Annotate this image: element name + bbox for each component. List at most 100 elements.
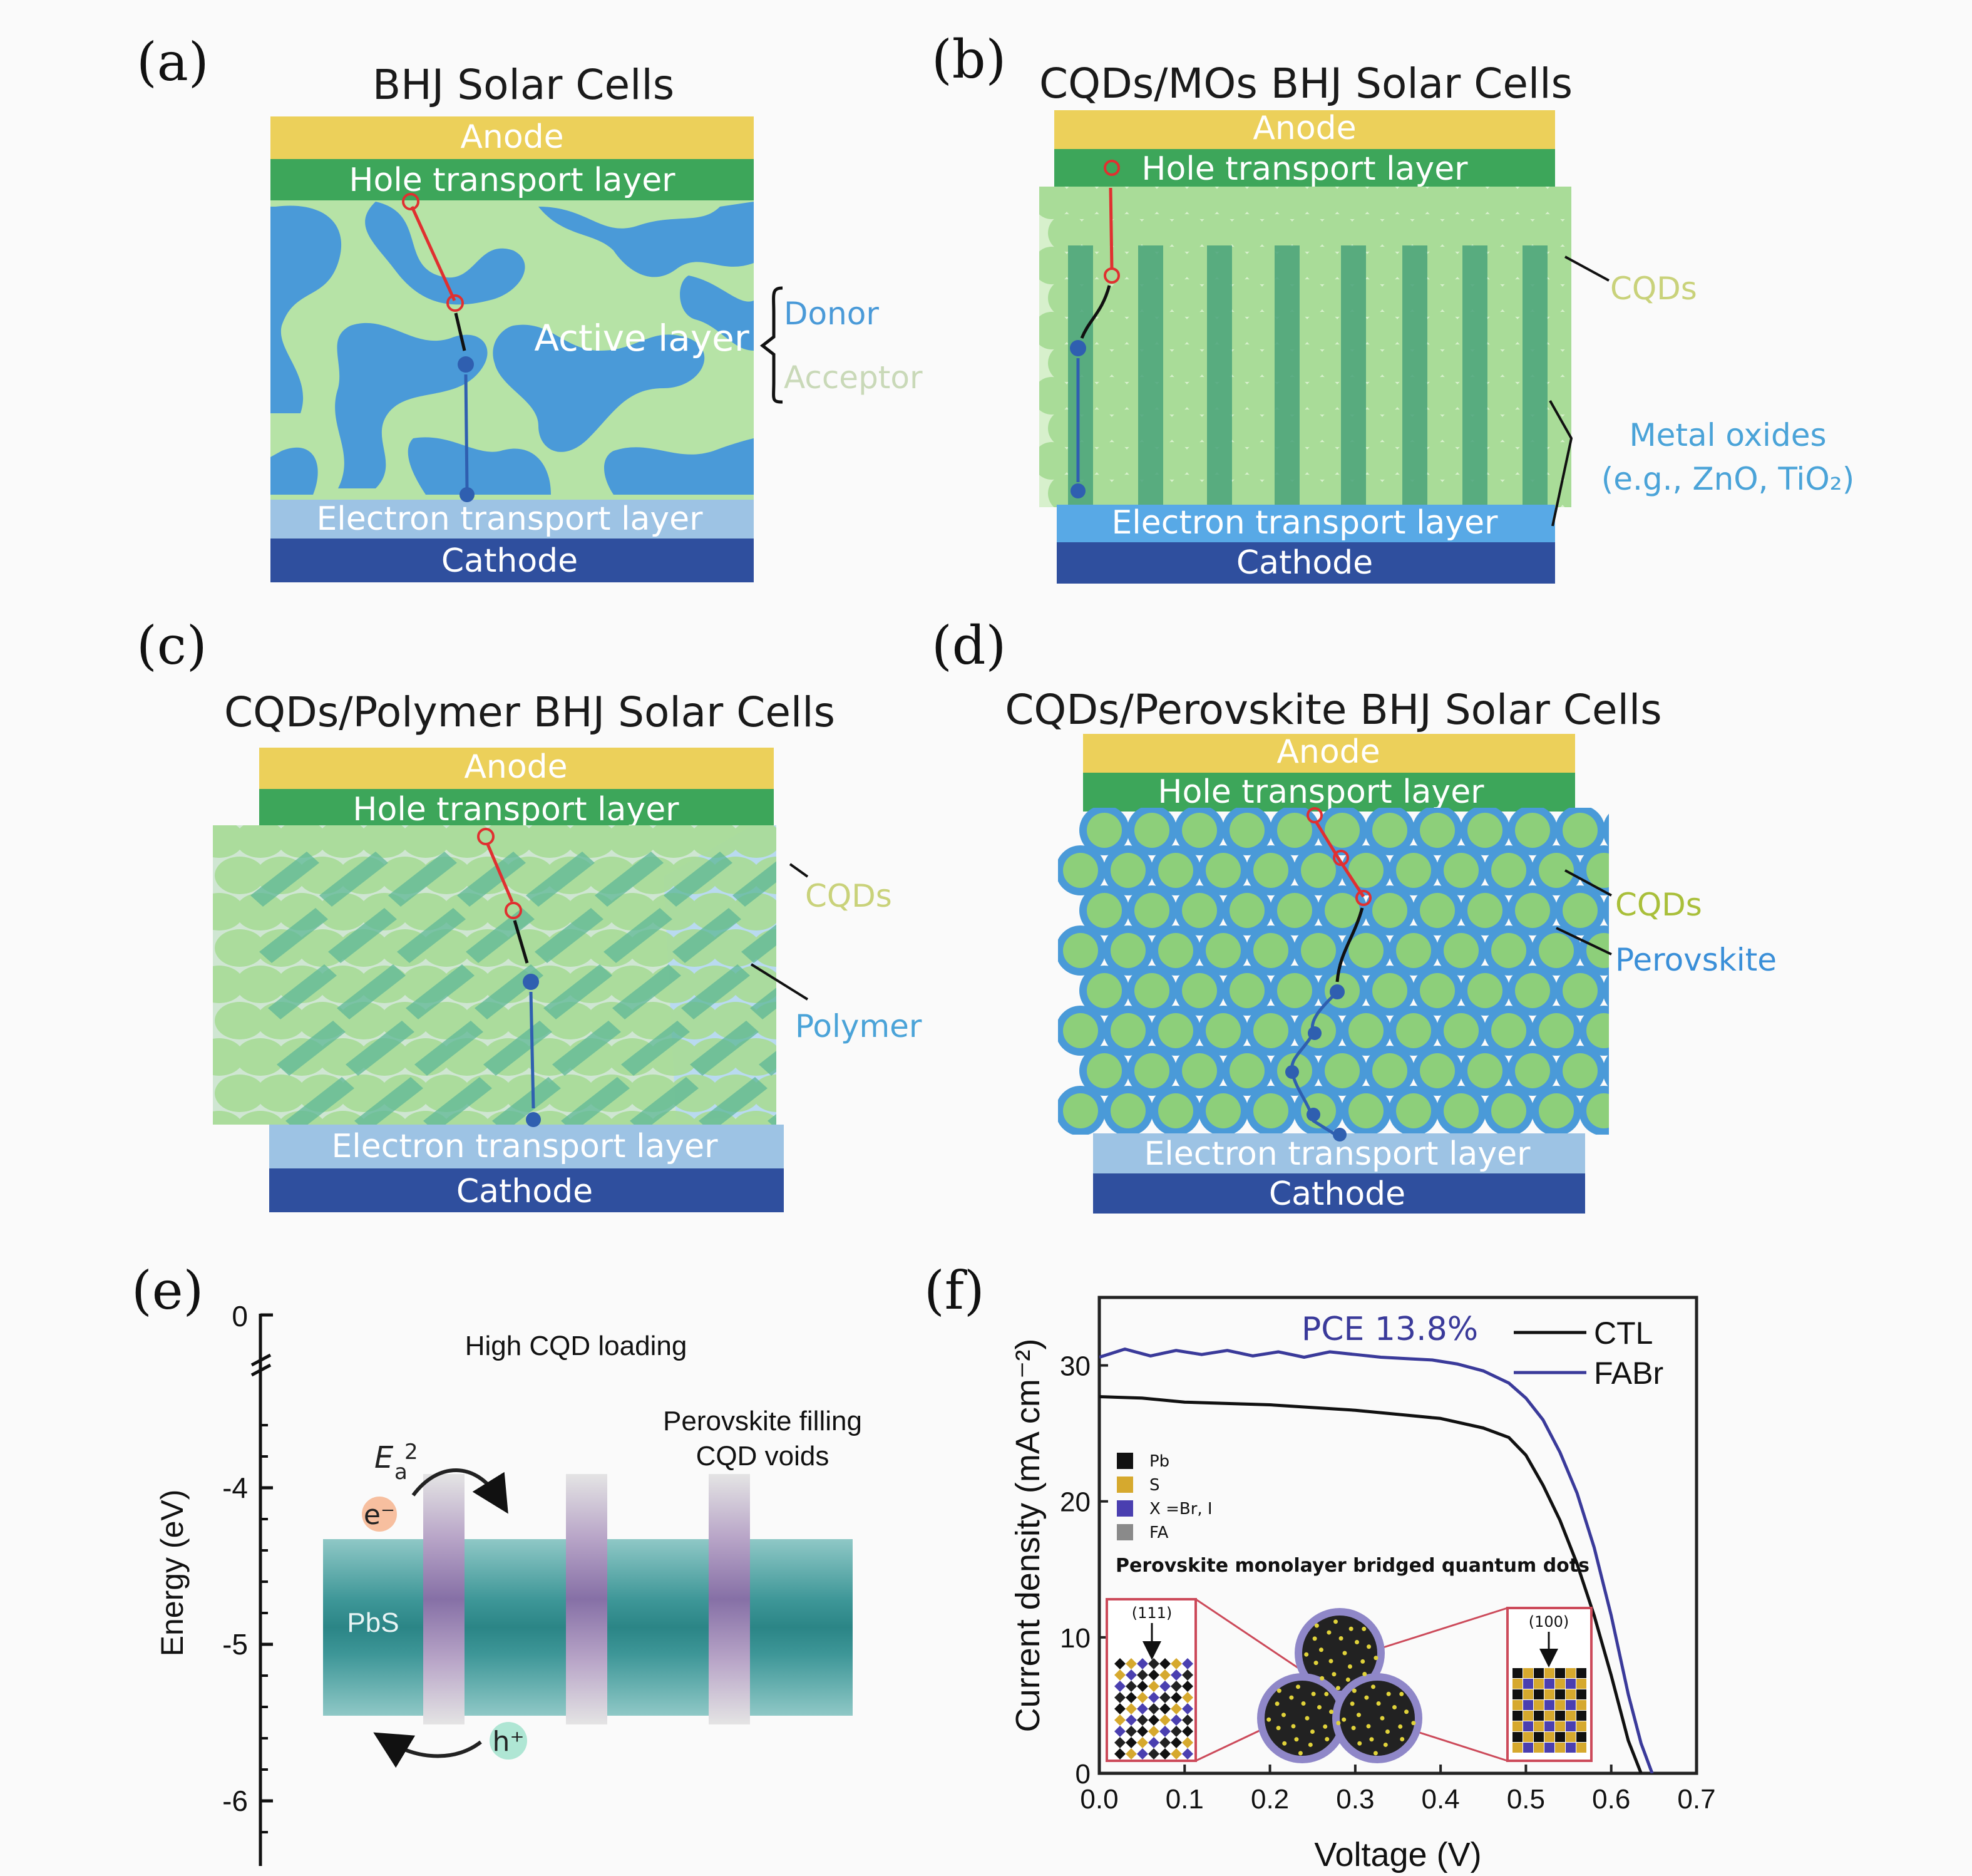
lattice-atom bbox=[1523, 1743, 1533, 1753]
qd-atom bbox=[1310, 1729, 1315, 1734]
cqd-dot bbox=[1277, 893, 1312, 928]
polymer-chain bbox=[319, 852, 388, 907]
plot-frame bbox=[1097, 1296, 1698, 1775]
cqd-dot bbox=[1454, 187, 1491, 219]
lattice-atom bbox=[1555, 1743, 1565, 1753]
qd-atom bbox=[1333, 1619, 1338, 1624]
cathode-layer-a bbox=[270, 539, 754, 582]
lattice-atom bbox=[1171, 1658, 1182, 1669]
lattice-atom bbox=[1566, 1743, 1576, 1753]
perovskite-shell bbox=[1603, 813, 1609, 847]
lattice-atom bbox=[1159, 1737, 1171, 1748]
qd-atom bbox=[1291, 1724, 1296, 1729]
facet-label-left: (111) bbox=[1132, 1604, 1173, 1622]
qd-atom bbox=[1380, 1716, 1385, 1721]
qd-atom bbox=[1289, 1695, 1294, 1700]
cqd-dot bbox=[1514, 187, 1551, 219]
polymer-chain bbox=[423, 1077, 492, 1125]
facet-lattice-left bbox=[1114, 1658, 1193, 1760]
lattice-atom bbox=[1137, 1748, 1148, 1760]
cqd-dot bbox=[1134, 893, 1169, 928]
cqd-dot bbox=[1424, 442, 1461, 480]
lattice-atom bbox=[1148, 1658, 1159, 1669]
facet-label-right: (100) bbox=[1529, 1613, 1569, 1631]
ea-subscript: a bbox=[394, 1460, 408, 1485]
qd-atom bbox=[1327, 1630, 1332, 1635]
cqd-dot bbox=[1444, 853, 1479, 888]
cqd-dot bbox=[1168, 475, 1206, 507]
facet-lattice-right bbox=[1512, 1668, 1586, 1753]
cqd-dot bbox=[1183, 187, 1221, 219]
panel-label-b: (b) bbox=[932, 29, 1006, 90]
cqd-dot bbox=[1396, 933, 1431, 968]
x-tick-label: 0.5 bbox=[1507, 1784, 1545, 1815]
qd-atom bbox=[1311, 1691, 1316, 1696]
qd-atom bbox=[1304, 1652, 1309, 1657]
perovskite-shell bbox=[1603, 974, 1609, 1008]
cqd-dot bbox=[1258, 214, 1296, 252]
cqd-dot bbox=[1544, 187, 1571, 219]
panel-f: (f) 0.0 0.1 0.2 0.3 0.4 0.5 0.6 0.7 0 10 20 30 Volt… bbox=[924, 1260, 1716, 1873]
cqd-dot bbox=[1243, 247, 1281, 284]
qd-atom bbox=[1301, 1701, 1306, 1706]
anode-layer-b bbox=[1054, 110, 1555, 149]
y-tick-label: 10 bbox=[1060, 1623, 1091, 1654]
lattice-atom bbox=[1576, 1721, 1586, 1731]
lattice-atom bbox=[1171, 1703, 1182, 1714]
cqd-dot bbox=[1539, 1093, 1574, 1128]
x-tick-label: 0.7 bbox=[1677, 1784, 1715, 1815]
lattice-atom bbox=[1566, 1711, 1576, 1721]
electron-path-d bbox=[1290, 991, 1338, 1135]
cqd-dot bbox=[1467, 973, 1502, 1008]
cqd-dot bbox=[1348, 1093, 1384, 1128]
metal-oxides-example: (e.g., ZnO, TiO₂) bbox=[1601, 461, 1854, 497]
lattice-atom bbox=[1182, 1714, 1193, 1726]
lattice-atom bbox=[1114, 1703, 1126, 1714]
lattice-atom bbox=[1534, 1743, 1544, 1753]
qd-atom bbox=[1366, 1724, 1371, 1729]
polymer-chain bbox=[328, 908, 397, 963]
cqd-dot bbox=[483, 825, 533, 858]
legend-label-fabr: FABr bbox=[1594, 1356, 1663, 1391]
cqd-dot bbox=[1198, 214, 1236, 252]
qd-atom bbox=[1276, 1688, 1281, 1693]
lattice-atom bbox=[1159, 1714, 1171, 1726]
lattice-atom bbox=[1544, 1679, 1554, 1689]
leader-line bbox=[1556, 927, 1612, 956]
cqd-dot bbox=[1325, 1053, 1360, 1088]
cqd-dot bbox=[215, 929, 265, 967]
cqd-dot bbox=[235, 825, 285, 858]
electron-path-a bbox=[464, 374, 469, 489]
inset-legend-pb: Pb bbox=[1149, 1452, 1169, 1471]
leader-line bbox=[1549, 400, 1573, 527]
lattice-atom bbox=[1137, 1737, 1148, 1748]
qd-atom bbox=[1350, 1701, 1355, 1706]
lattice-atom bbox=[1171, 1748, 1182, 1760]
hole-icon bbox=[1333, 850, 1349, 866]
lattice-atom bbox=[1555, 1700, 1565, 1710]
qd-atom bbox=[1314, 1623, 1319, 1628]
hole-path-a bbox=[410, 205, 456, 302]
cqd-dot bbox=[1303, 442, 1341, 480]
qd-atom bbox=[1312, 1636, 1317, 1641]
panel-b: (b) CQDs/MOs BHJ Solar Cells Anode Hole … bbox=[932, 29, 1854, 584]
cqd-dot bbox=[1039, 247, 1071, 284]
anode-label-d: Anode bbox=[1276, 733, 1380, 771]
cqd-dot bbox=[215, 1002, 265, 1039]
cqd-dot bbox=[1610, 973, 1645, 1008]
cqd-dot bbox=[1484, 187, 1521, 219]
lattice-atom bbox=[1171, 1737, 1182, 1748]
cqd-dot bbox=[1484, 442, 1521, 480]
perovskite-label: Perovskite bbox=[1615, 942, 1777, 978]
cqd-dot bbox=[1206, 933, 1241, 968]
polymer-chain bbox=[741, 924, 776, 963]
polymer-chain bbox=[285, 1077, 354, 1125]
lattice-atom bbox=[1148, 1692, 1159, 1703]
tick-label: -6 bbox=[222, 1785, 248, 1817]
panel-d: (d) CQDs/Perovskite BHJ Solar Cells Anod… bbox=[932, 615, 1777, 1214]
cqd-dot bbox=[1182, 1053, 1217, 1088]
cqd-dot bbox=[1420, 893, 1455, 928]
x-axis-label: Voltage (V) bbox=[1314, 1836, 1481, 1873]
polymer-chain bbox=[612, 964, 681, 1019]
qd-atom bbox=[1356, 1713, 1361, 1718]
